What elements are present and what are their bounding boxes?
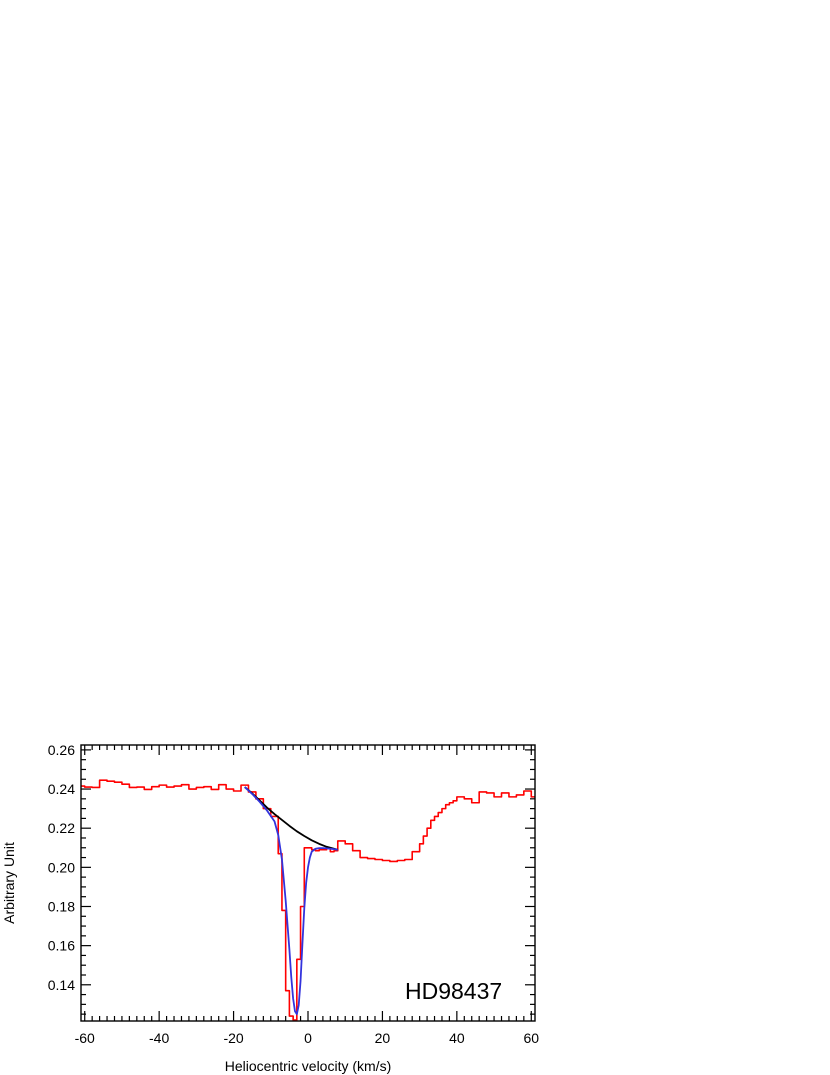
y-tick-label: 0.20	[48, 859, 75, 875]
x-tick-label: 20	[375, 1030, 391, 1046]
y-tick-label: 0.26	[48, 742, 75, 758]
x-tick-label: 0	[304, 1030, 312, 1046]
plot-frame	[80, 744, 536, 1022]
y-axis-tick-labels: 0.14 0.16 0.18 0.20 0.22 0.24 0.26	[48, 742, 75, 993]
y-tick-label: 0.18	[48, 898, 75, 914]
series-layer	[81, 779, 535, 1021]
x-tick-label: -60	[75, 1030, 95, 1046]
y-axis-label: Arbitrary Unit	[1, 842, 17, 924]
x-tick-label: 60	[523, 1030, 539, 1046]
x-tick-label: -20	[223, 1030, 243, 1046]
y-axis-ticks	[81, 749, 535, 1015]
continuum-fit-line	[244, 786, 338, 851]
y-tick-label: 0.24	[48, 781, 75, 797]
x-tick-label: -40	[149, 1030, 169, 1046]
x-tick-label: 40	[449, 1030, 465, 1046]
y-tick-label: 0.14	[48, 977, 75, 993]
y-tick-label: 0.16	[48, 938, 75, 954]
star-annotation: HD98437	[405, 978, 502, 1004]
y-tick-label: 0.22	[48, 820, 75, 836]
x-axis-tick-labels: -60 -40 -20 0 20 40 60	[75, 1030, 540, 1046]
observed-spectrum-line	[81, 779, 535, 1021]
x-axis-ticks	[84, 745, 532, 1021]
x-axis-label: Heliocentric velocity (km/s)	[225, 1058, 391, 1074]
absorption-model-line	[244, 786, 338, 1016]
